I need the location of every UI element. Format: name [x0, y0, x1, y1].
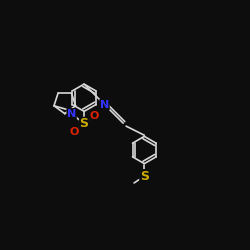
Text: O: O — [90, 111, 99, 121]
Text: S: S — [80, 117, 88, 130]
Text: N: N — [100, 100, 109, 110]
Text: N: N — [67, 109, 76, 119]
Text: O: O — [69, 127, 78, 137]
Text: S: S — [140, 170, 149, 183]
